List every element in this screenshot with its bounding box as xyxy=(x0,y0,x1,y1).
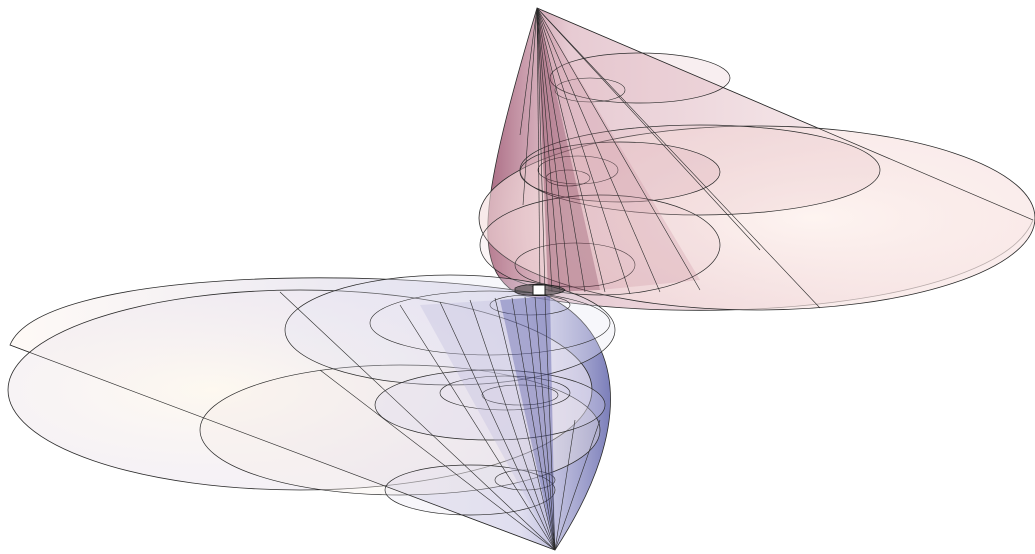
upper-cone xyxy=(478,7,1035,311)
lower-cone-generator-lines xyxy=(9,291,601,551)
lower-ring-4 xyxy=(384,464,556,516)
cone-apex-junction xyxy=(514,284,566,296)
upper-ring-8 xyxy=(514,242,636,288)
lower-ring-3 xyxy=(374,369,606,441)
lower-ring-2 xyxy=(284,274,616,386)
lower-cone xyxy=(7,274,616,551)
lower-cone-inner-shade xyxy=(500,296,555,550)
apex-marker xyxy=(532,284,546,296)
upper-ring-2 xyxy=(519,141,721,203)
lower-ring-1 xyxy=(199,364,601,496)
upper-ring-5 xyxy=(554,77,626,103)
lower-cone-inner-shade-2 xyxy=(420,300,555,550)
upper-cone-generator-lines xyxy=(519,7,1034,309)
upper-cone-base-ellipse xyxy=(478,125,1035,311)
lower-ring-7 xyxy=(481,384,559,406)
lower-ring-6 xyxy=(439,375,571,411)
lower-ring-8 xyxy=(494,469,556,491)
lower-cone-base-ellipse xyxy=(7,289,593,491)
upper-ring-6 xyxy=(537,155,619,185)
upper-cone-inner-shade xyxy=(537,8,600,292)
lower-ring-5 xyxy=(369,290,611,356)
upper-ring-4 xyxy=(549,52,731,104)
